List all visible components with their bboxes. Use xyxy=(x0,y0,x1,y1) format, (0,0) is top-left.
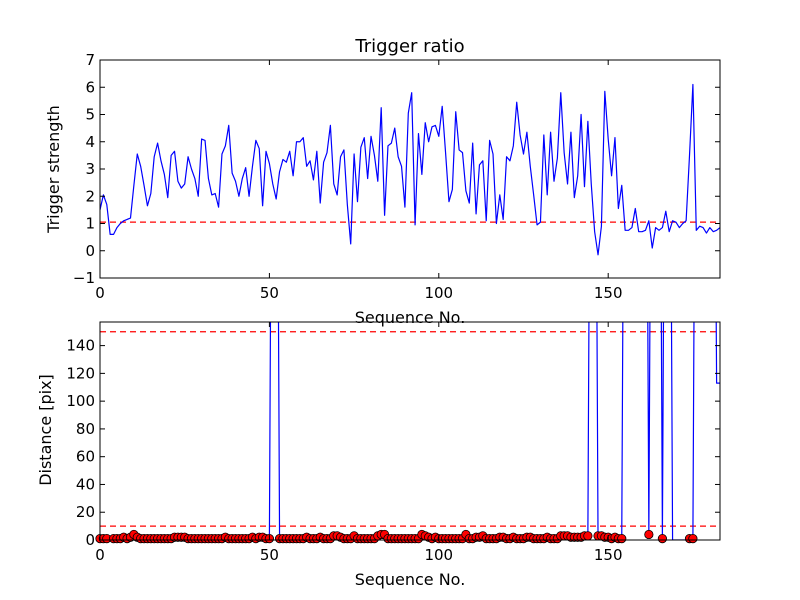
bottom-chart-ytick-label: 40 xyxy=(76,475,95,493)
top-chart-plot-area xyxy=(100,83,720,256)
bottom-chart-plot: 0 50 100 150 0 20 40 60 80 100 120 140 xyxy=(66,321,721,564)
bottom-chart-ytick-label: 0 xyxy=(85,531,95,549)
bottom-chart-ytick-label: 20 xyxy=(76,503,95,521)
bottom-chart-data-point xyxy=(688,534,698,544)
bottom-chart-axes-frame xyxy=(99,321,721,541)
bottom-chart-xtick-label: 150 xyxy=(594,546,623,564)
top-chart-ytick-label: 4 xyxy=(85,133,95,151)
top-chart-ytick-label: 1 xyxy=(85,215,95,233)
top-chart-ylabel: Trigger strength xyxy=(44,105,63,234)
bottom-chart-data-point xyxy=(657,534,668,544)
top-chart-ytick-label: 2 xyxy=(85,187,95,205)
bottom-chart-ytick-label: 100 xyxy=(66,392,95,410)
bottom-chart-xtick-label: 100 xyxy=(424,546,453,564)
top-chart-ytick-label: 5 xyxy=(85,106,95,124)
top-chart-ytick-label: 6 xyxy=(85,78,95,96)
top-chart-ytick-label: −1 xyxy=(73,269,95,287)
bottom-chart-data-point xyxy=(617,534,627,544)
top-chart-xtick-label: 150 xyxy=(594,284,623,302)
top-chart-series-line xyxy=(100,83,720,256)
top-chart-xlabel: Sequence No. xyxy=(355,308,466,327)
bottom-chart-xtick-label: 0 xyxy=(95,546,105,564)
bottom-chart-ylabel: Distance [pix] xyxy=(36,374,55,486)
top-chart-xtick-label: 0 xyxy=(95,284,105,302)
bottom-chart-ytick-label: 140 xyxy=(66,337,95,355)
bottom-chart-ytick-label: 60 xyxy=(76,448,95,466)
top-chart-xtick-label: 50 xyxy=(260,284,279,302)
top-chart-xtick-label: 100 xyxy=(424,284,453,302)
top-chart-ytick-label: 3 xyxy=(85,160,95,178)
top-chart-ytick-label: 0 xyxy=(85,242,95,260)
top-chart-ytick-label: 7 xyxy=(85,51,95,69)
bottom-chart-data-point xyxy=(644,529,654,540)
bottom-chart-xlabel: Sequence No. xyxy=(355,570,466,589)
bottom-chart-ytick-label: 120 xyxy=(66,364,95,382)
top-chart-title: Trigger ratio xyxy=(354,36,464,57)
bottom-chart-data-point xyxy=(583,531,593,541)
bottom-chart-xtick-label: 50 xyxy=(260,546,279,564)
bottom-chart-ytick-label: 80 xyxy=(76,420,95,438)
